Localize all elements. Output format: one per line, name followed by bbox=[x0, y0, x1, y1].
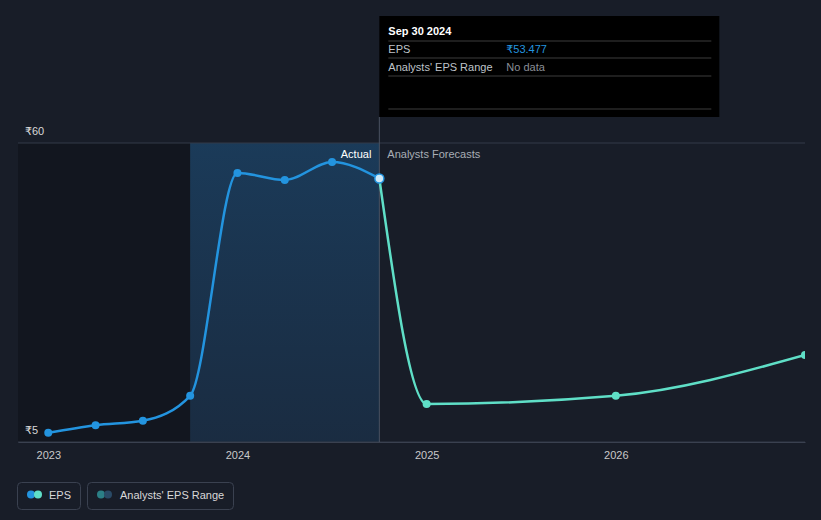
x-tick: 2026 bbox=[604, 442, 628, 461]
hover-point[interactable] bbox=[375, 174, 384, 183]
x-axis: 2023 2024 2025 2026 bbox=[19, 442, 806, 461]
actual-region bbox=[190, 143, 379, 442]
background bbox=[0, 0, 821, 520]
x-tick: 2024 bbox=[226, 442, 250, 461]
legend-swatch bbox=[27, 491, 35, 499]
tooltip-separator bbox=[388, 76, 711, 77]
eps-point[interactable] bbox=[612, 392, 620, 400]
y-tick-label: ₹60 bbox=[25, 125, 44, 137]
tooltip-separator bbox=[388, 109, 711, 110]
legend-swatch bbox=[97, 491, 105, 499]
tooltip-box bbox=[379, 16, 719, 117]
chart: ₹5 ₹60 2023 2024 2025 2026 Actual Analysts Fore… bbox=[0, 0, 821, 520]
grid-line bbox=[18, 143, 805, 144]
legend-swatch bbox=[104, 491, 112, 499]
eps-point[interactable] bbox=[233, 169, 241, 177]
tooltip: Sep 30 2024 EPS ₹53.477 Analysts' EPS Range… bbox=[379, 16, 719, 117]
eps-point[interactable] bbox=[281, 176, 289, 184]
actual-label: Actual bbox=[341, 148, 372, 160]
legend: EPS Analysts' EPS Range bbox=[18, 483, 234, 510]
legend-box[interactable] bbox=[18, 483, 81, 510]
eps-point[interactable] bbox=[328, 158, 336, 166]
y-tick-label: ₹5 bbox=[25, 424, 38, 436]
forecast-divider bbox=[379, 117, 380, 442]
eps-line bbox=[48, 162, 379, 433]
tooltip-row-value: ₹53.477 bbox=[506, 43, 547, 55]
grid-line bbox=[18, 442, 805, 443]
eps-line bbox=[379, 178, 805, 403]
x-tick: 2023 bbox=[37, 442, 61, 461]
x-tick-label: 2023 bbox=[37, 449, 61, 461]
plot-area bbox=[44, 158, 805, 437]
tooltip-row-label: EPS bbox=[388, 43, 410, 55]
legend-box[interactable] bbox=[88, 483, 234, 510]
tooltip-title: Sep 30 2024 bbox=[388, 25, 452, 37]
x-tick-label: 2024 bbox=[226, 449, 250, 461]
x-tick-label: 2025 bbox=[415, 449, 439, 461]
past-region bbox=[18, 143, 190, 442]
eps-point[interactable] bbox=[375, 174, 383, 182]
eps-point[interactable] bbox=[423, 400, 431, 408]
x-tick: 2025 bbox=[415, 442, 439, 461]
legend-item[interactable]: Analysts' EPS Range bbox=[88, 483, 234, 510]
legend-label: Analysts' EPS Range bbox=[120, 489, 224, 501]
eps-point[interactable] bbox=[801, 351, 805, 359]
eps-point[interactable] bbox=[44, 429, 52, 437]
tooltip-separator bbox=[388, 58, 711, 59]
legend-swatch bbox=[34, 491, 42, 499]
forecast-label: Analysts Forecasts bbox=[387, 148, 480, 160]
tooltip-separator bbox=[388, 41, 711, 42]
eps-point[interactable] bbox=[92, 421, 100, 429]
x-axis-line bbox=[19, 442, 806, 443]
x-tick-label: 2026 bbox=[604, 449, 628, 461]
legend-item[interactable]: EPS bbox=[18, 483, 81, 510]
eps-point[interactable] bbox=[375, 174, 383, 182]
tooltip-row-value: No data bbox=[506, 61, 545, 73]
tooltip-row-label: Analysts' EPS Range bbox=[388, 61, 492, 73]
eps-point[interactable] bbox=[139, 417, 147, 425]
legend-label: EPS bbox=[49, 489, 71, 501]
eps-point[interactable] bbox=[186, 392, 194, 400]
